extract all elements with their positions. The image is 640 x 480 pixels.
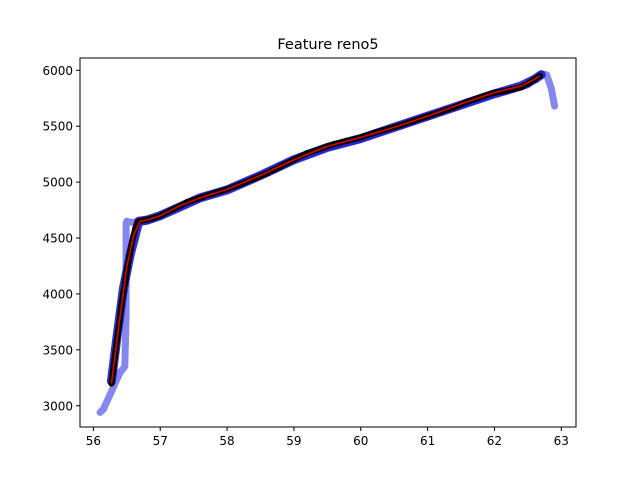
x-tick-label: 60: [353, 434, 368, 448]
plot-layer: [96, 70, 559, 416]
x-tick-label: 58: [219, 434, 234, 448]
series-band-1: [106, 70, 546, 386]
x-tick-label: 57: [153, 434, 168, 448]
plot-area: [96, 70, 559, 416]
x-tick-label: 63: [554, 434, 569, 448]
axes: 56 57 58 59 60 61 62 63 3000 3500 4000 4500 5000 5500…: [42, 57, 577, 448]
y-tick-label: 4000: [42, 287, 73, 301]
y-tick-label: 3000: [42, 399, 73, 413]
series-line-0: [96, 70, 559, 416]
y-tick-label: 4500: [42, 232, 73, 246]
y-tick-label: 5500: [42, 120, 73, 134]
axes-frame: [79, 57, 577, 428]
series-fit-line-3: [110, 75, 541, 384]
x-tick-label: 61: [420, 434, 435, 448]
y-tick-label: 5000: [42, 176, 73, 190]
chart-title: Feature reno5: [277, 37, 378, 53]
y-tick-label: 3500: [42, 343, 73, 357]
x-tick-label: 62: [487, 434, 502, 448]
series-marker-trace-2: [108, 72, 543, 387]
x-tick-label: 56: [86, 434, 101, 448]
y-tick-label: 6000: [42, 64, 73, 78]
x-tick-label: 59: [286, 434, 301, 448]
